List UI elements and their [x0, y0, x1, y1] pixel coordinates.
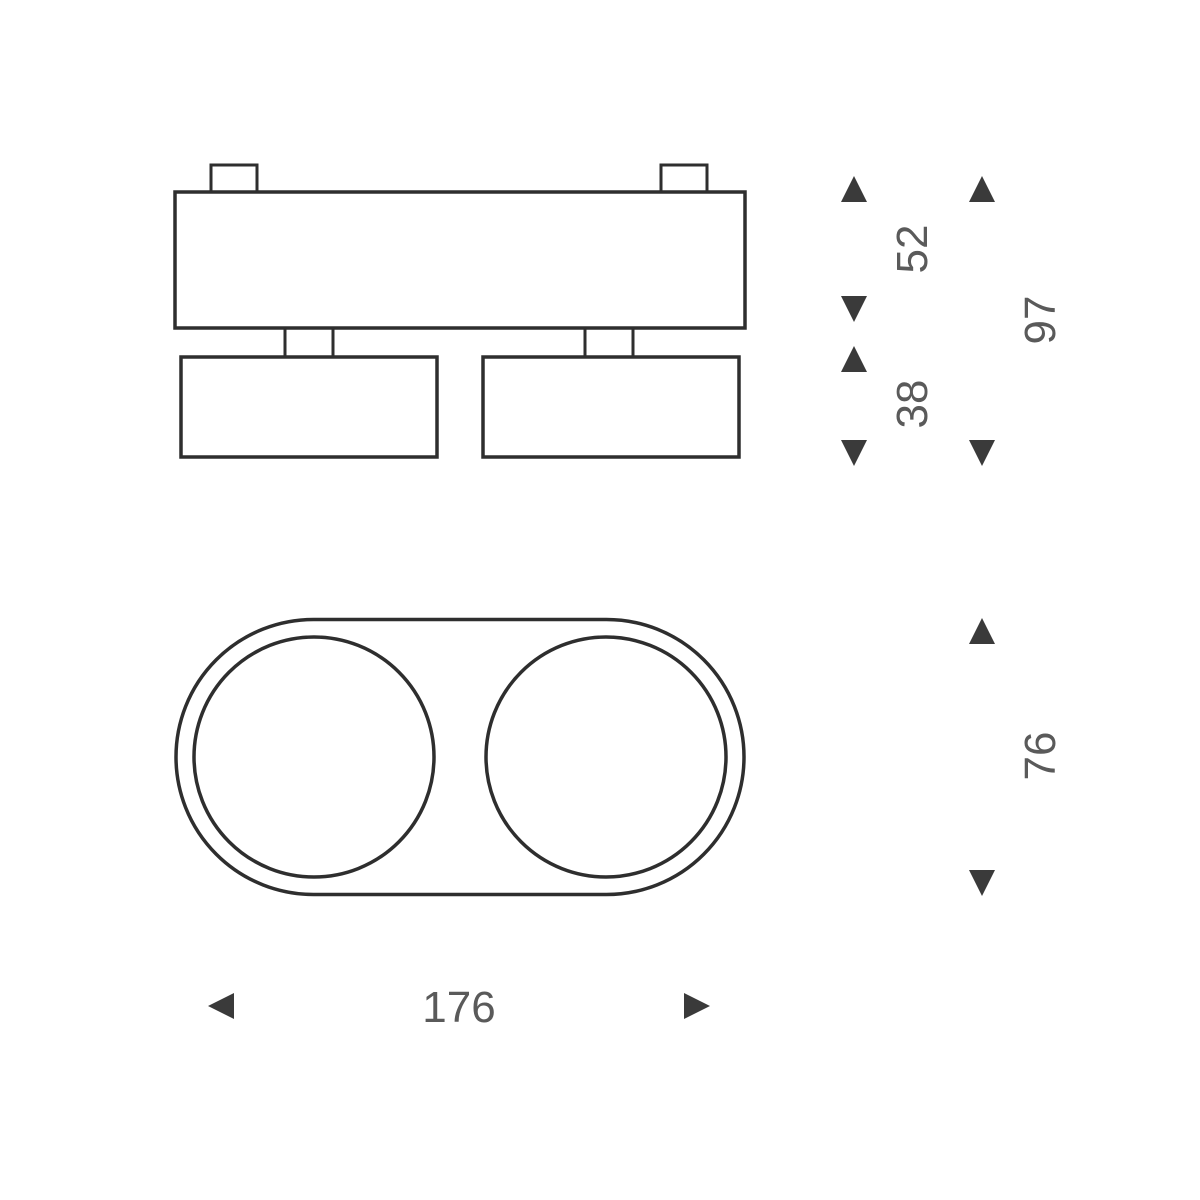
drawing-svg: [0, 0, 1200, 1200]
dim-label-38: 38: [888, 380, 938, 429]
dim-label-52: 52: [888, 225, 938, 274]
dim-label-97: 97: [1016, 296, 1066, 345]
dim-label-76: 76: [1016, 732, 1066, 781]
dim-label-176: 176: [422, 983, 495, 1033]
technical-drawing: 52 38 97 76 176: [0, 0, 1200, 1200]
